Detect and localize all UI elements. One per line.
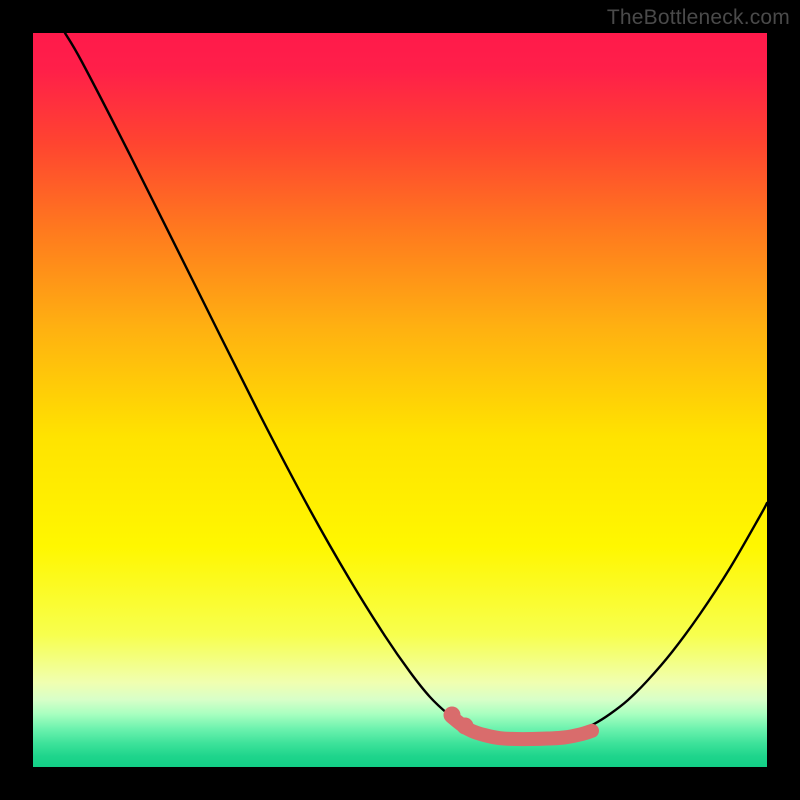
chart-stage: TheBottleneck.com	[0, 0, 800, 800]
chart-svg	[0, 0, 800, 800]
